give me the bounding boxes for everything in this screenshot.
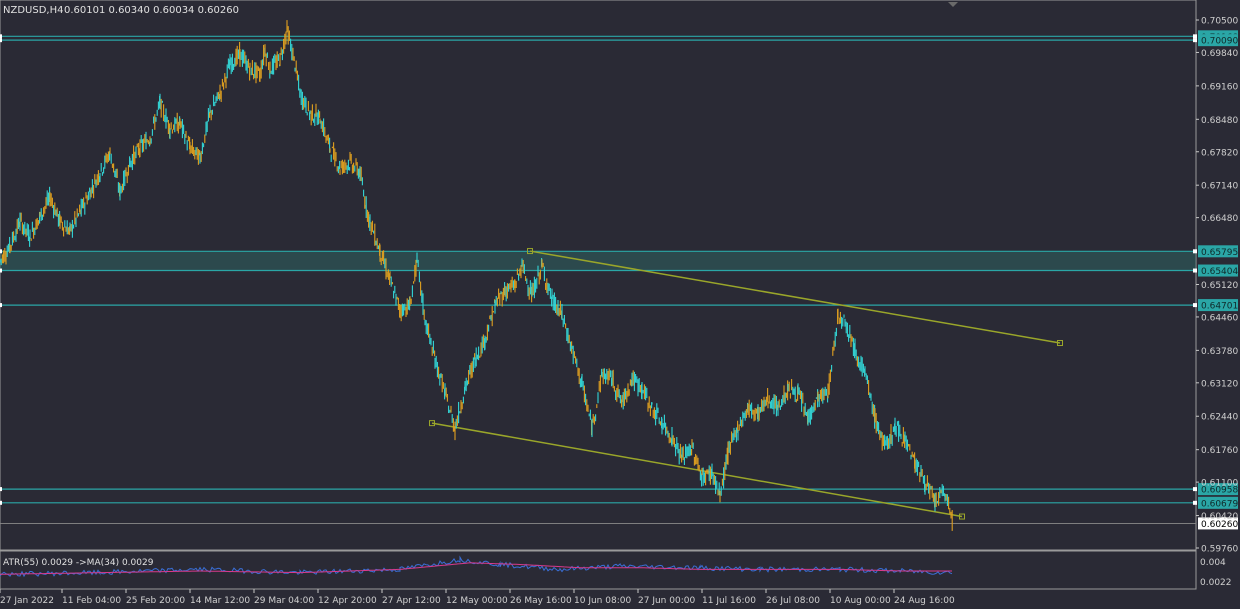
levels-layer: 0.701680.700900.657950.654040.647010.609…: [0, 30, 1238, 530]
level-label: 0.64701: [1201, 302, 1238, 312]
level-label: 0.60679: [1201, 499, 1238, 509]
time-tick-label: 26 May 16:00: [510, 596, 572, 606]
trend-handle[interactable]: [429, 420, 435, 427]
price-tick-label: 0.62440: [1201, 413, 1238, 423]
trend-handle[interactable]: [527, 248, 533, 255]
price-tick-label: 0.64460: [1201, 313, 1238, 323]
level-handle[interactable]: [0, 249, 2, 254]
level-handle[interactable]: [0, 34, 2, 39]
price-tick-label: 0.65120: [1201, 281, 1238, 291]
price-tick-label: 0.60420: [1201, 512, 1238, 522]
time-tick-label: 27 Apr 12:00: [382, 596, 441, 606]
price-tick-label: 0.61100: [1201, 479, 1238, 489]
level-label-box: [1198, 496, 1238, 509]
chart-ohlc: 0.60101 0.60340 0.60034 0.60260: [64, 5, 239, 16]
time-tick-label: 10 Jun 08:00: [574, 596, 631, 606]
time-tick-label: 11 Jul 16:00: [702, 596, 756, 606]
level-handle[interactable]: [1193, 249, 1197, 254]
level-handle[interactable]: [1193, 303, 1197, 308]
ma-line: [0, 562, 952, 575]
current-price-label: 0.60260: [1201, 520, 1238, 530]
price-tick-label: 0.59760: [1201, 545, 1238, 555]
price-axis: 0.70500 0.69840 0.69160 0.68480 0.67820 0.671…: [1196, 17, 1238, 555]
level-label-box: [1198, 299, 1238, 312]
level-handle[interactable]: [1193, 268, 1197, 273]
time-tick-label: 26 Jul 08:00: [766, 596, 820, 606]
current-price-box: [1198, 517, 1238, 530]
level-label-box: [1198, 264, 1238, 277]
time-tick-label: 24 Aug 16:00: [894, 596, 955, 606]
price-layer: [0, 20, 953, 531]
price-tick-label: 0.67140: [1201, 182, 1238, 192]
indicator-tick-high: 0.004: [1200, 558, 1226, 568]
level-handle[interactable]: [0, 487, 2, 492]
level-handle[interactable]: [0, 268, 2, 273]
indicator-tick-low: 0.0022: [1200, 578, 1232, 588]
level-handle[interactable]: [1193, 34, 1197, 39]
upper-trend-line[interactable]: [529, 250, 1061, 344]
level-label-box: [1198, 245, 1238, 258]
indicator-layer: [0, 555, 953, 578]
time-tick-label: 11 Feb 04:00: [62, 596, 121, 606]
trend-layer: [429, 248, 1063, 520]
level-label-box: [1198, 483, 1238, 496]
level-handle[interactable]: [1193, 500, 1197, 505]
time-tick-label: 27 Jan 2022: [0, 596, 54, 606]
level-handle[interactable]: [1193, 487, 1197, 492]
time-tick-label: 14 Mar 12:00: [190, 596, 250, 606]
time-tick-label: 29 Mar 04:00: [254, 596, 314, 606]
price-tick-label: 0.63120: [1201, 379, 1238, 389]
chart-symbol: NZDUSD,H4: [3, 5, 63, 16]
main-plot-frame: [0, 0, 1197, 551]
level-label: 0.65795: [1201, 248, 1238, 258]
trend-handle[interactable]: [959, 513, 965, 520]
price-tick-label: 0.67820: [1201, 148, 1238, 158]
lower-trend-line[interactable]: [431, 422, 963, 518]
time-tick-label: 27 Jun 00:00: [638, 596, 695, 606]
price-tick-label: 0.61760: [1201, 446, 1238, 456]
time-tick-label: 10 Aug 00:00: [830, 596, 891, 606]
trend-handle[interactable]: [1057, 339, 1063, 346]
time-tick-label: 12 Apr 20:00: [318, 596, 377, 606]
time-axis: 27 Jan 2022 11 Feb 04:00 25 Feb 20:00 14 Ma…: [0, 589, 955, 606]
indicator-plot-frame: [0, 550, 1197, 590]
chart-menu-triangle-icon[interactable]: [948, 2, 958, 7]
price-tick-label: 0.69840: [1201, 49, 1238, 59]
level-handle[interactable]: [0, 303, 2, 308]
price-tick-label: 0.63780: [1201, 347, 1238, 357]
level-label: 0.60958: [1201, 486, 1238, 496]
price-tick-label: 0.69160: [1201, 82, 1238, 92]
level-label-box: [1198, 34, 1238, 47]
supply-zone: [0, 251, 1196, 271]
time-tick-label: 25 Feb 20:00: [126, 596, 185, 606]
time-tick-label: 12 May 00:00: [446, 596, 508, 606]
zone-layer: [0, 251, 1196, 271]
indicator-label: ATR(55) 0.0029 ->MA(34) 0.0029: [3, 558, 154, 568]
price-tick-label: 0.66480: [1201, 214, 1238, 224]
level-handle[interactable]: [0, 500, 2, 505]
level-label: 0.70090: [1201, 37, 1238, 47]
level-handle[interactable]: [0, 38, 2, 43]
price-tick-label: 0.70500: [1201, 17, 1238, 27]
price-tick-label: 0.68480: [1201, 116, 1238, 126]
level-label: 0.65404: [1201, 267, 1238, 277]
level-handle[interactable]: [1193, 38, 1197, 43]
